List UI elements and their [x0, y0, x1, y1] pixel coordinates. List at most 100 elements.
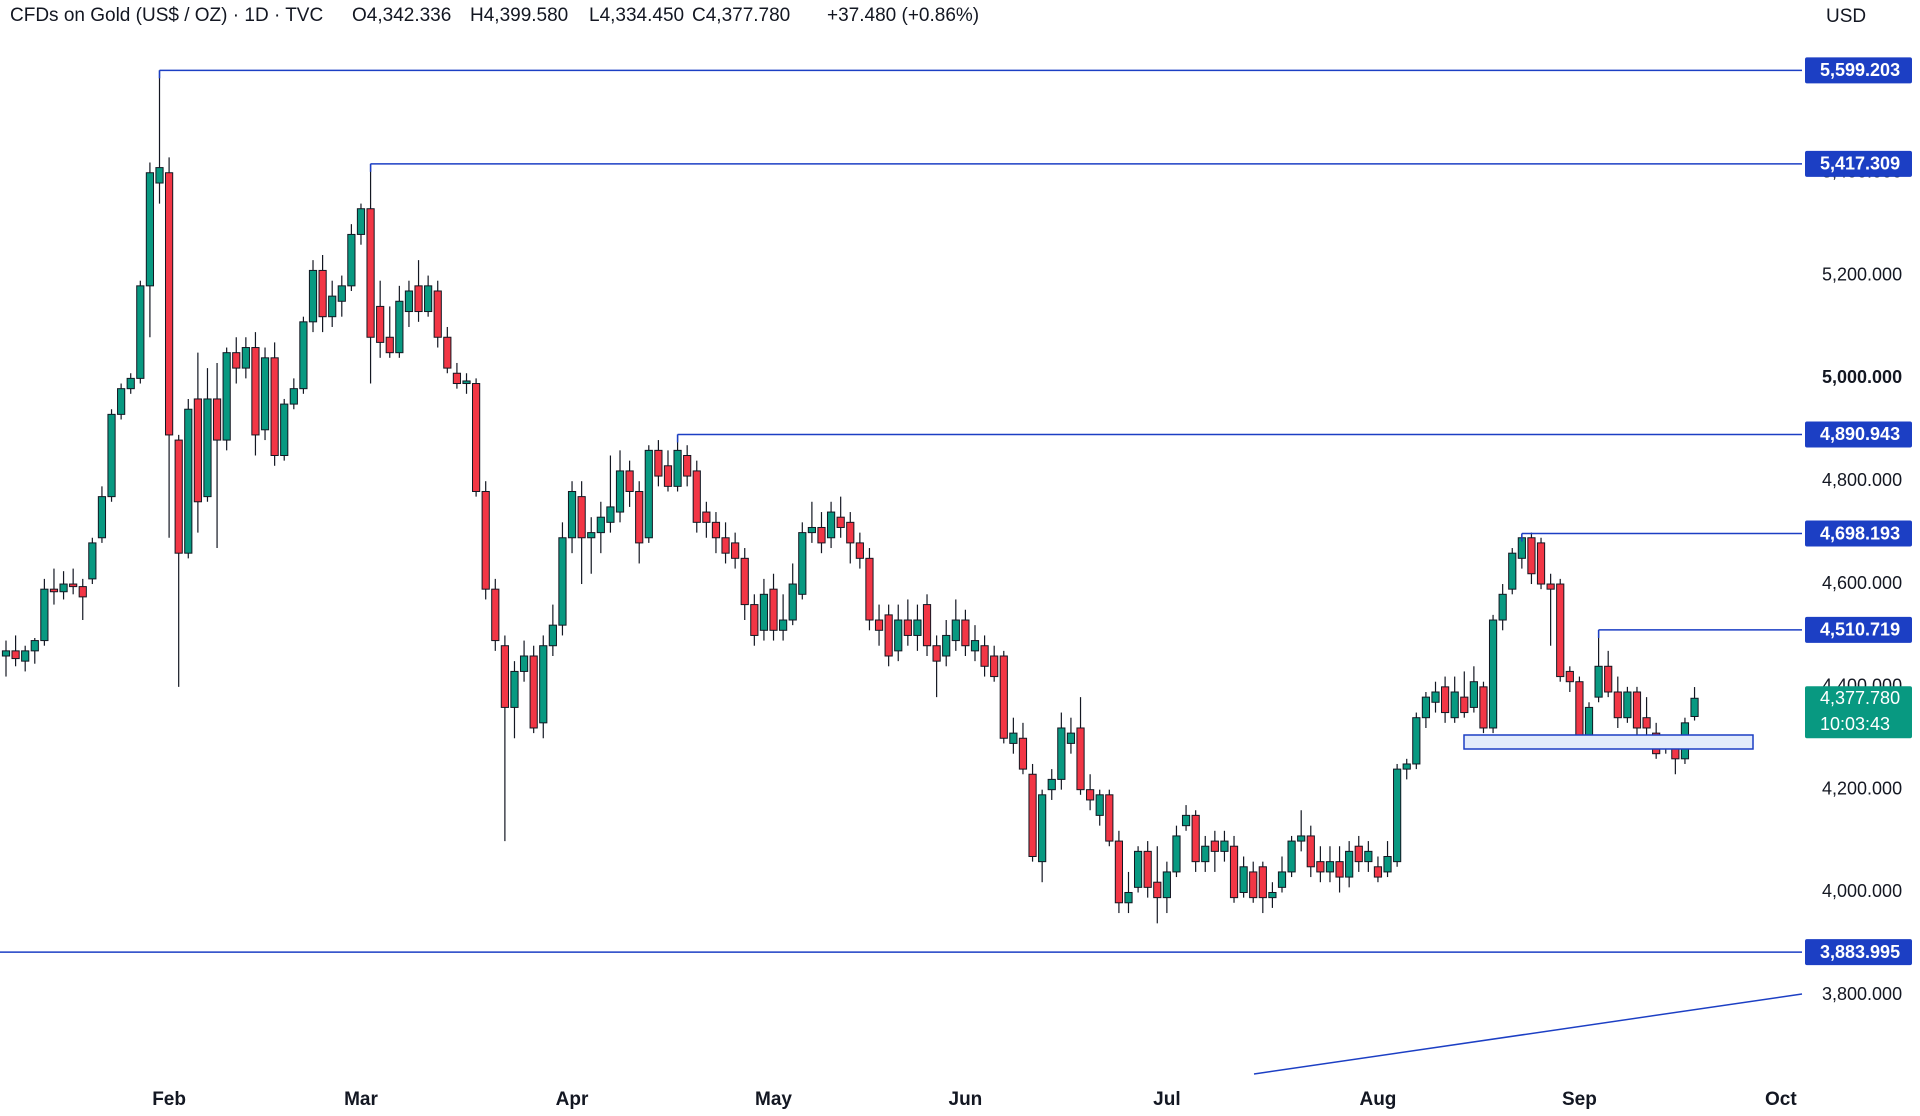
candle-body	[1239, 866, 1248, 893]
candle-body	[500, 645, 509, 708]
y-tick-label: 4,600.000	[1822, 573, 1902, 593]
candle-body	[1488, 619, 1498, 729]
candle-body	[1086, 789, 1095, 801]
plot-area	[0, 69, 1802, 953]
candle-body	[1172, 835, 1181, 873]
candle-body	[779, 619, 788, 631]
candle-body	[308, 269, 318, 323]
candle-body	[1354, 845, 1363, 863]
candle-body	[970, 640, 980, 652]
candle-body	[846, 521, 855, 544]
candle-body	[980, 645, 989, 667]
last-price-box	[1805, 686, 1912, 739]
candle-body	[1095, 794, 1104, 816]
candle-body	[644, 449, 653, 539]
candle-body	[759, 593, 769, 631]
candle-body	[222, 352, 231, 441]
candle-body	[347, 233, 356, 287]
y-tick-label: 3,800.000	[1822, 984, 1902, 1004]
candle-body	[356, 208, 366, 235]
candle-body	[731, 542, 740, 559]
price-axis: 3,800.0004,000.0004,200.0004,400.0004,60…	[1805, 57, 1912, 1004]
candle-body	[1, 650, 11, 657]
candle-body	[1460, 696, 1469, 714]
candle-body	[1642, 717, 1651, 729]
candle-body	[472, 383, 481, 492]
candle-body	[491, 588, 500, 642]
level-label-box	[1805, 616, 1912, 643]
candle-body	[1191, 814, 1200, 863]
ohlc-high: H4,399.580	[470, 5, 568, 26]
candle-body	[366, 208, 375, 338]
candle-body	[1028, 773, 1037, 858]
candle-body	[567, 490, 577, 539]
candle-body	[1441, 686, 1450, 714]
candle-body	[337, 285, 346, 302]
candle-body	[404, 290, 414, 313]
candle-body	[577, 496, 586, 539]
x-tick-label: Jun	[949, 1089, 983, 1110]
y-tick-label: 4,200.000	[1822, 778, 1902, 798]
candle-body	[433, 290, 442, 338]
candle-body	[270, 357, 279, 456]
candle-body	[625, 470, 634, 492]
candle-body	[1335, 861, 1344, 878]
candle-body	[1421, 696, 1431, 719]
x-tick-label: May	[755, 1089, 792, 1110]
candle-body	[145, 172, 155, 287]
candle-body	[1009, 732, 1018, 744]
candle-body	[654, 449, 663, 477]
candle-body	[942, 634, 951, 657]
candle-body	[97, 496, 107, 539]
candle-body	[673, 449, 682, 487]
candle-body	[510, 670, 519, 708]
candle-body	[1018, 737, 1028, 770]
candle-body	[117, 388, 126, 415]
candle-body	[1297, 835, 1306, 842]
candle-body	[318, 269, 327, 318]
candle-body	[126, 377, 135, 390]
candle-body	[769, 588, 778, 631]
y-tick-label: 4,000.000	[1822, 881, 1902, 901]
candle-body	[635, 490, 644, 544]
level-label: 4,698.193	[1820, 523, 1900, 543]
candle-body	[1143, 850, 1152, 888]
candle-body	[107, 413, 116, 498]
candle-body	[1038, 794, 1047, 863]
candle-body	[1105, 794, 1114, 842]
candle-body	[1066, 732, 1076, 744]
candle-body	[1249, 871, 1258, 899]
candle-body	[1364, 850, 1373, 863]
level-label: 4,890.943	[1820, 424, 1900, 444]
level-label-box	[1805, 939, 1912, 966]
candle-body	[788, 583, 797, 621]
candle-body	[1306, 835, 1315, 868]
candle-body	[884, 614, 893, 657]
candle-body	[1431, 691, 1440, 703]
candle-body	[1393, 768, 1402, 863]
candle-body	[481, 490, 490, 590]
candle-body	[462, 380, 471, 385]
candle-body	[855, 542, 864, 559]
candle-body	[385, 336, 394, 354]
candle-body	[1527, 537, 1536, 575]
candle-body	[999, 655, 1008, 739]
candle-body	[1594, 665, 1603, 698]
candle-body	[443, 336, 452, 369]
candle-body	[1556, 583, 1565, 678]
x-tick-label: Mar	[344, 1089, 378, 1110]
candle-body	[1402, 763, 1411, 770]
candle-body	[1632, 691, 1642, 729]
candle-body	[817, 526, 826, 544]
candle-body	[1450, 691, 1459, 719]
candle-body	[11, 650, 20, 660]
candle-body	[452, 372, 462, 385]
candle-body	[913, 619, 922, 636]
candle-body	[30, 640, 39, 652]
candle-body	[174, 439, 183, 554]
candle-body	[587, 532, 596, 539]
candle-body	[203, 398, 212, 498]
candle-body	[1287, 840, 1296, 873]
